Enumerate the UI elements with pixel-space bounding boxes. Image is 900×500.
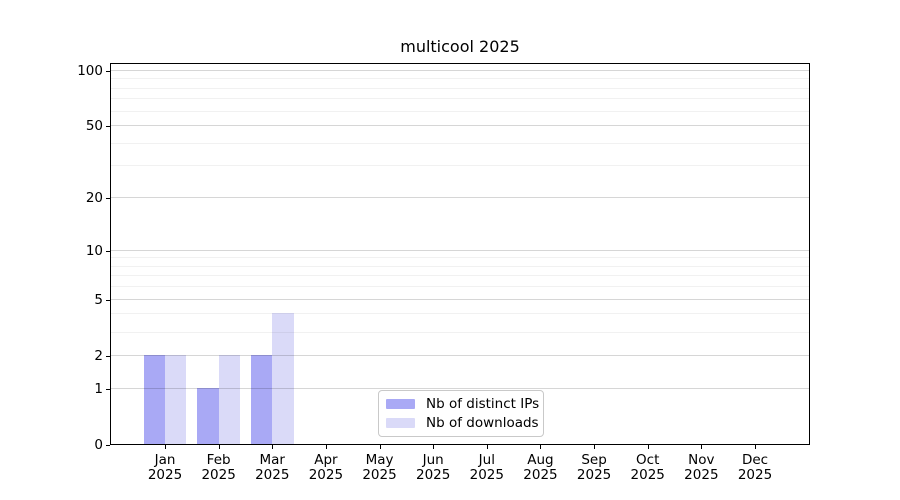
bars-layer — [111, 64, 809, 444]
y-tick-label-10: 10 — [85, 242, 103, 259]
y-tick-mark — [106, 355, 110, 357]
x-tick-label-feb: Feb 2025 — [187, 453, 251, 483]
x-tick-year: 2025 — [576, 467, 612, 483]
x-tick-mark-jun — [433, 445, 435, 449]
legend-entry-distinct-ips: Nb of distinct IPs — [386, 395, 540, 414]
x-tick-mark-dec — [755, 445, 756, 449]
y-tick-mark — [106, 70, 110, 72]
y-tick-label-100: 100 — [77, 62, 103, 79]
y-tick-mark — [106, 126, 110, 128]
x-tick-month: Nov — [688, 452, 715, 468]
bar-distinct-ips-jan — [143, 354, 165, 444]
x-tick-mark-jul — [486, 445, 488, 449]
y-tick-mark — [106, 299, 110, 301]
x-tick-month: Aug — [527, 452, 554, 468]
x-tick-label-aug: Aug 2025 — [508, 453, 572, 483]
x-tick-month: Jan — [154, 452, 176, 468]
x-tick-year: 2025 — [737, 467, 773, 483]
x-tick-year: 2025 — [255, 467, 290, 483]
bar-downloads-feb — [218, 354, 241, 444]
x-tick-label-apr: Apr 2025 — [294, 453, 358, 483]
x-tick-mark-feb — [218, 445, 220, 449]
x-tick-label-jun: Jun 2025 — [401, 453, 465, 483]
y-tick-mark — [106, 445, 110, 446]
x-tick-label-dec: Dec 2025 — [723, 453, 787, 483]
bar-distinct-ips-feb — [197, 387, 219, 444]
x-tick-year: 2025 — [201, 467, 236, 483]
legend-swatch-downloads — [386, 417, 415, 428]
legend-swatch-distinct-ips — [386, 399, 415, 410]
y-tick-label-2: 2 — [94, 347, 103, 364]
x-tick-year: 2025 — [415, 467, 451, 483]
x-tick-mark-jan — [165, 445, 166, 449]
x-tick-mark-apr — [325, 445, 327, 449]
x-tick-year: 2025 — [308, 467, 344, 483]
legend-label-downloads: Nb of downloads — [426, 414, 539, 431]
x-tick-mark-nov — [701, 445, 703, 449]
x-tick-month: Jul — [478, 452, 495, 468]
x-tick-label-mar: Mar 2025 — [240, 453, 304, 483]
bar-distinct-ips-mar — [250, 354, 273, 444]
x-tick-mark-oct — [647, 445, 649, 449]
y-tick-label-0: 0 — [94, 437, 103, 453]
x-tick-month: Jun — [422, 452, 444, 468]
x-tick-month: Apr — [314, 452, 338, 468]
x-tick-year: 2025 — [684, 467, 719, 483]
bar-downloads-jan — [165, 354, 187, 444]
y-tick-mark — [106, 250, 110, 252]
x-tick-month: May — [365, 452, 394, 468]
x-tick-mark-sep — [594, 445, 596, 449]
y-tick-label-5: 5 — [94, 291, 103, 308]
y-tick-mark — [106, 198, 110, 200]
x-tick-year: 2025 — [362, 467, 397, 483]
x-tick-month: Dec — [741, 452, 769, 468]
x-tick-label-sep: Sep 2025 — [562, 453, 626, 483]
x-tick-year: 2025 — [630, 467, 665, 483]
x-tick-mark-mar — [272, 445, 274, 449]
y-tick-label-20: 20 — [85, 190, 103, 207]
x-tick-label-oct: Oct 2025 — [616, 453, 680, 483]
x-tick-month: Mar — [259, 452, 285, 468]
x-tick-label-jul: Jul 2025 — [455, 453, 519, 483]
x-tick-month: Feb — [206, 452, 231, 468]
plot-area — [110, 63, 810, 445]
bar-downloads-mar — [272, 313, 294, 444]
x-tick-month: Oct — [636, 452, 660, 468]
x-tick-year: 2025 — [147, 467, 183, 483]
legend: Nb of distinct IPs Nb of downloads — [378, 390, 544, 437]
x-tick-year: 2025 — [523, 467, 558, 483]
x-tick-label-nov: Nov 2025 — [669, 453, 733, 483]
x-tick-label-jan: Jan 2025 — [133, 453, 197, 483]
x-tick-label-may: May 2025 — [348, 453, 412, 483]
chart-title: multicool 2025 — [400, 37, 520, 56]
y-tick-label-1: 1 — [94, 380, 103, 397]
y-tick-mark — [106, 388, 110, 390]
x-tick-month: Sep — [581, 452, 607, 468]
x-tick-year: 2025 — [469, 467, 504, 483]
legend-entry-downloads: Nb of downloads — [386, 414, 539, 433]
y-tick-label-50: 50 — [85, 118, 103, 135]
x-tick-mark-may — [379, 445, 381, 449]
legend-label-distinct-ips: Nb of distinct IPs — [426, 396, 540, 413]
x-tick-mark-aug — [540, 445, 542, 449]
